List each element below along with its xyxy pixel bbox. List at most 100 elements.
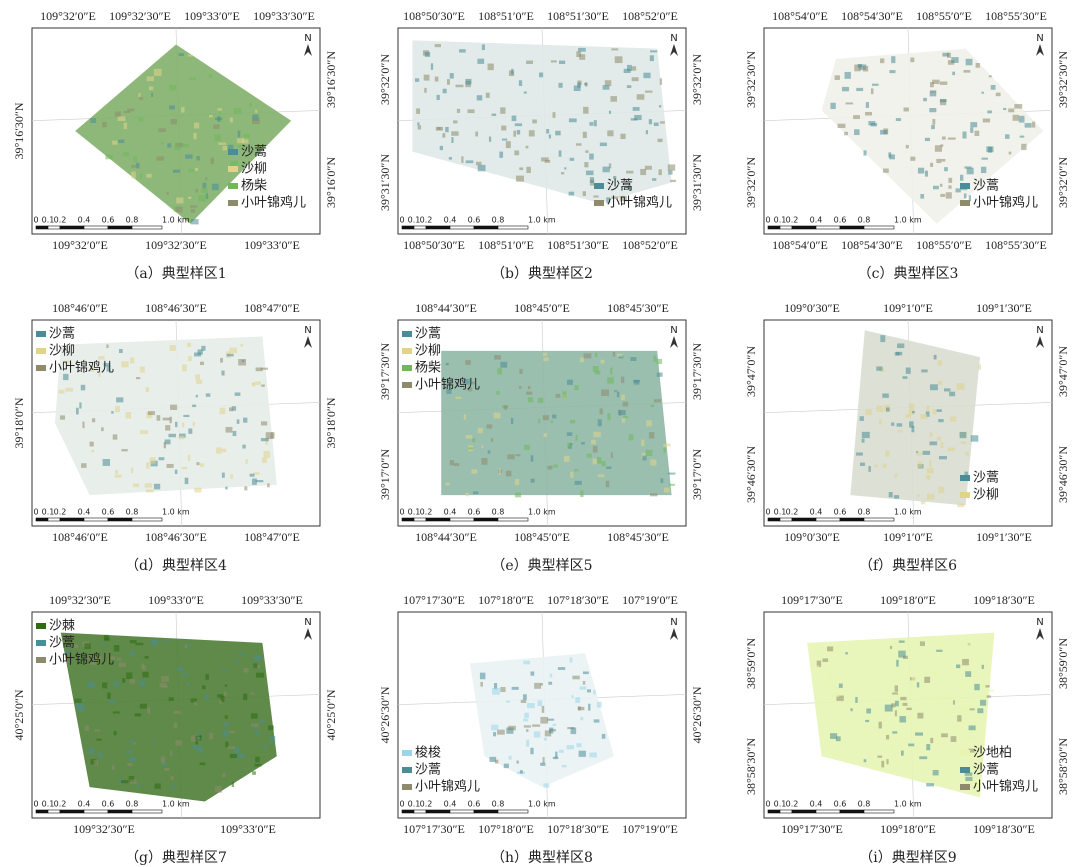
vegetation-patch (940, 193, 946, 197)
vegetation-patch (442, 88, 447, 94)
vegetation-patch (491, 113, 497, 116)
vegetation-patch (923, 696, 930, 701)
scale-segment (131, 517, 163, 522)
vegetation-patch (578, 47, 586, 52)
vegetation-patch (941, 733, 948, 738)
vegetation-patch (64, 360, 71, 364)
vegetation-patch (567, 442, 572, 449)
scale-label: 0.8 (492, 216, 505, 225)
vegetation-patch (610, 96, 617, 102)
vegetation-patch (951, 57, 959, 63)
legend-label: 小叶锦鸡儿 (415, 377, 480, 393)
vegetation-patch (125, 750, 132, 754)
vegetation-patch (448, 157, 452, 160)
vegetation-area (821, 48, 1044, 224)
vegetation-patch (249, 102, 252, 107)
top-coord-label: 108°47′0″E (244, 301, 300, 315)
vegetation-patch (135, 377, 141, 380)
vegetation-patch (109, 656, 116, 660)
vegetation-patch (144, 655, 149, 659)
vegetation-patch (607, 130, 614, 137)
vegetation-patch (659, 121, 665, 124)
vegetation-patch (836, 695, 844, 701)
vegetation-patch (88, 747, 94, 755)
scale-label: 0.4 (444, 216, 457, 225)
right-coord-label: 39°18′0″N (324, 397, 338, 448)
scale-segment (35, 517, 49, 522)
vegetation-patch (123, 151, 129, 157)
vegetation-patch (205, 193, 209, 199)
vegetation-patch (465, 78, 472, 85)
vegetation-patch (481, 44, 485, 51)
top-coord-label: 108°46′30″E (145, 301, 207, 315)
vegetation-patch (122, 678, 126, 683)
vegetation-patch (559, 60, 566, 65)
vegetation-patch (541, 705, 545, 713)
vegetation-patch (616, 391, 620, 398)
vegetation-patch (602, 85, 610, 90)
vegetation-patch (587, 689, 591, 693)
vegetation-patch (924, 170, 929, 177)
vegetation-patch (465, 434, 473, 439)
scale-label: 0.4 (78, 508, 91, 517)
vegetation-patch (249, 473, 255, 477)
vegetation-patch (123, 122, 128, 130)
vegetation-patch (916, 452, 922, 456)
vegetation-patch (939, 99, 947, 103)
vegetation-patch (182, 364, 187, 372)
scale-label: 1.0 km (528, 508, 556, 517)
vegetation-patch (862, 65, 869, 72)
vegetation-patch (956, 684, 963, 690)
vegetation-patch (865, 102, 870, 108)
vegetation-patch (187, 342, 192, 347)
vegetation-patch (863, 759, 867, 763)
vegetation-patch (181, 466, 188, 470)
vegetation-patch (138, 117, 144, 122)
scale-label: 0 (765, 216, 770, 225)
vegetation-patch (644, 165, 652, 170)
top-coord-label: 109°1′30″E (976, 301, 1032, 315)
vegetation-patch (965, 776, 973, 781)
scale-label: 0.1 (42, 508, 55, 517)
vegetation-patch (893, 495, 900, 499)
vegetation-patch (644, 90, 653, 93)
vegetation-patch (931, 671, 939, 676)
vegetation-patch (205, 177, 208, 180)
vegetation-patch (195, 374, 201, 380)
scale-segment (815, 517, 841, 522)
vegetation-patch (857, 64, 863, 68)
legend-swatch (402, 767, 412, 773)
vegetation-patch (94, 656, 102, 660)
vegetation-patch (898, 640, 905, 643)
vegetation-patch (139, 173, 143, 180)
map-panel: 109°32′30″E 109°33′0″E 109°33′30″E 109°32′3… (12, 593, 338, 866)
vegetation-patch (138, 92, 141, 97)
vegetation-patch (968, 748, 975, 753)
scale-label: 0 (33, 216, 38, 225)
vegetation-patch (959, 174, 964, 181)
vegetation-patch (858, 64, 867, 70)
vegetation-patch (630, 118, 638, 121)
vegetation-patch (445, 482, 450, 486)
scale-segment (35, 225, 49, 230)
vegetation-patch (540, 683, 543, 686)
vegetation-patch (618, 355, 624, 359)
vegetation-patch (505, 141, 511, 149)
scale-label: 1.0 km (162, 508, 190, 517)
bottom-coord-label: 108°55′30″E (985, 238, 1047, 252)
vegetation-patch (1019, 135, 1025, 138)
vegetation-patch (98, 372, 101, 377)
vegetation-patch (979, 731, 984, 736)
vegetation-patch (914, 725, 918, 733)
vegetation-patch (552, 112, 556, 118)
top-coord-label: 108°54′30″E (841, 9, 903, 23)
top-coord-label: 108°51′30″E (547, 9, 609, 23)
vegetation-patch (845, 674, 849, 680)
legend-label: 小叶锦鸡儿 (241, 195, 306, 211)
vegetation-patch (940, 441, 944, 449)
bottom-coord-label: 108°44′30″E (415, 530, 477, 544)
vegetation-patch (169, 84, 177, 91)
vegetation-patch (555, 130, 561, 136)
vegetation-patch (507, 454, 515, 460)
vegetation-patch (952, 724, 955, 732)
